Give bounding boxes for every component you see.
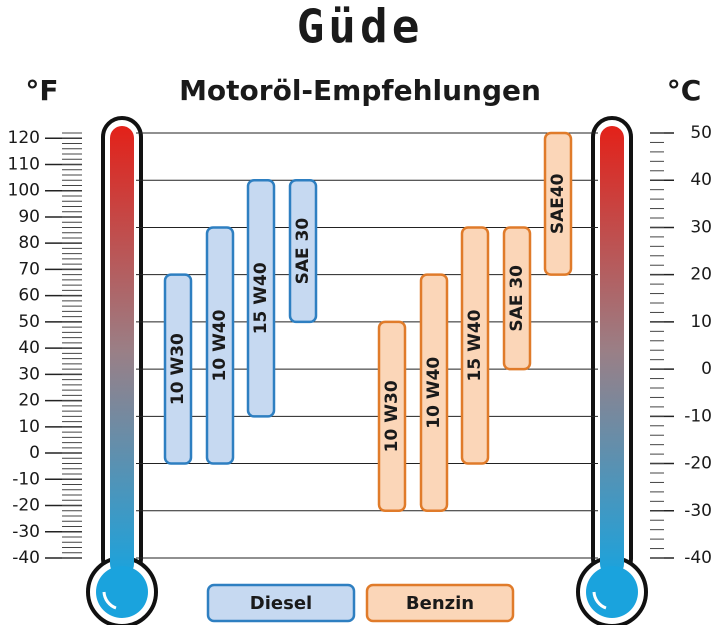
y2-tick-label: 110 — [8, 154, 40, 174]
y2-tick-label: 30 — [18, 364, 40, 384]
bar-label: SAE 30 — [293, 218, 313, 285]
range-bar — [377, 320, 407, 513]
legend-label: Benzin — [406, 593, 474, 614]
y-tick-label: -10 — [684, 406, 712, 426]
y-tick-label: -20 — [684, 454, 712, 474]
y2-tick-label: -10 — [12, 469, 40, 489]
legend-label: Diesel — [250, 593, 312, 614]
y2-tick-label: 0 — [29, 443, 40, 463]
y-axis-label: °C — [667, 74, 702, 107]
y2-tick-label: 120 — [8, 128, 40, 148]
bar-label: 15 W40 — [251, 262, 271, 334]
y-tick-label: 30 — [690, 217, 712, 237]
range-bar — [205, 226, 235, 465]
y2-tick-label: -30 — [12, 522, 40, 542]
y-tick-label: 0 — [701, 359, 712, 379]
y-tick-label: 20 — [690, 265, 712, 285]
logo: Güde — [297, 0, 424, 54]
y2-tick-label: 60 — [18, 286, 40, 306]
y2-axis-label: °F — [25, 74, 58, 107]
y-tick-label: 40 — [690, 170, 712, 190]
range-bar — [419, 273, 449, 513]
range-bar — [246, 178, 276, 418]
y-tick-label: 50 — [690, 123, 712, 143]
y-tick-label: -40 — [684, 548, 712, 568]
y2-tick-label: 20 — [18, 391, 40, 411]
legend-swatch — [206, 583, 356, 623]
y-tick-label: -30 — [684, 501, 712, 521]
y2-tick-label: 80 — [18, 233, 40, 253]
bar-label: SAE 30 — [507, 265, 527, 332]
bar-label: 10 W30 — [382, 380, 402, 452]
legend-swatch — [365, 583, 515, 623]
chart-title: Motoröl-Empfehlungen — [179, 74, 541, 107]
y-tick-label: 10 — [690, 312, 712, 332]
range-bar — [502, 226, 532, 371]
thermometer-left — [86, 116, 158, 628]
y2-tick-label: -40 — [12, 548, 40, 568]
bar-label: 10 W40 — [424, 357, 444, 429]
y2-tick-label: 90 — [18, 207, 40, 227]
bar-label: 10 W40 — [210, 309, 230, 381]
y2-tick-label: 100 — [8, 181, 40, 201]
y2-tick-label: 50 — [18, 312, 40, 332]
range-bar — [460, 226, 490, 465]
range-bar — [543, 131, 573, 276]
bar-label: 10 W30 — [168, 333, 188, 405]
y2-tick-label: 10 — [18, 417, 40, 437]
y2-tick-label: -20 — [12, 496, 40, 516]
bar-label: SAE40 — [548, 173, 568, 234]
range-bar — [163, 273, 193, 465]
range-bar — [288, 178, 318, 324]
thermometer-right — [576, 116, 648, 628]
y2-tick-label: 40 — [18, 338, 40, 358]
bar-label: 15 W40 — [465, 309, 485, 381]
y2-tick-label: 70 — [18, 259, 40, 279]
